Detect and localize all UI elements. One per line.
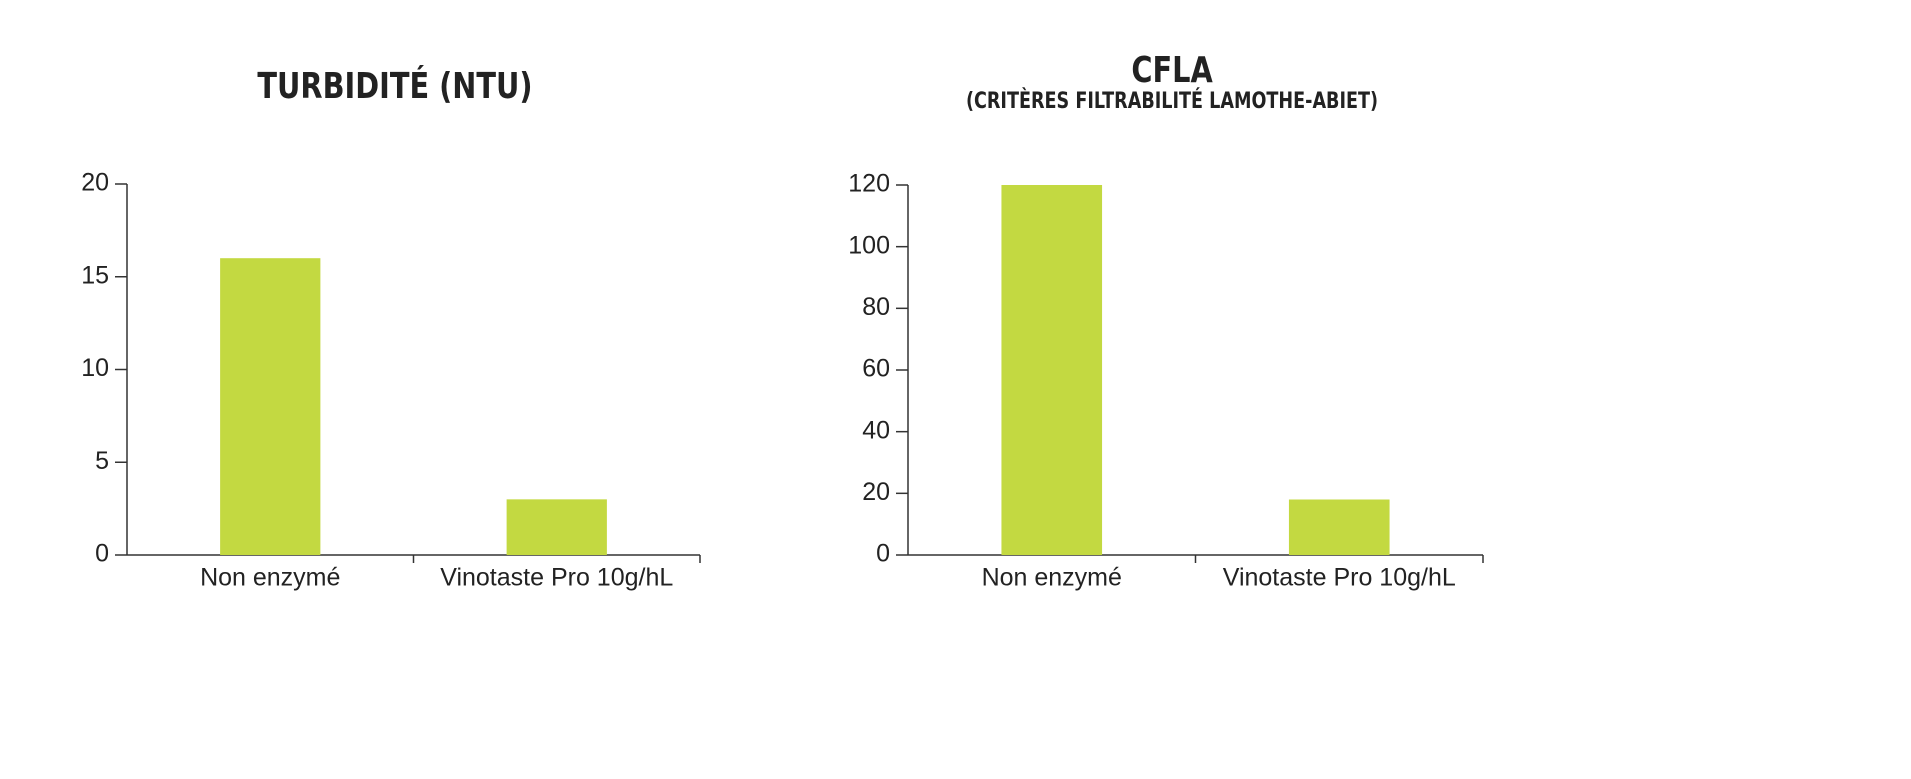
bar (506, 499, 607, 555)
y-tick-label: 0 (95, 540, 109, 568)
y-tick-label: 5 (95, 447, 109, 475)
y-tick-label: 10 (81, 354, 109, 382)
bar (220, 258, 321, 555)
x-tick-label: Non enzymé (982, 564, 1122, 592)
y-tick-label: 40 (862, 416, 890, 444)
x-tick-label: Vinotaste Pro 10g/hL (440, 564, 673, 592)
y-tick-label: 60 (862, 355, 890, 383)
x-tick-label: Vinotaste Pro 10g/hL (1223, 564, 1456, 592)
y-tick-label: 120 (848, 170, 890, 198)
chart-title: CFLA (1131, 49, 1213, 91)
chart-subtitle: (CRITÈRES FILTRABILITÉ LAMOTHE-ABIET) (966, 88, 1378, 113)
y-tick-label: 0 (876, 540, 890, 568)
y-tick-label: 100 (848, 231, 890, 259)
y-tick-label: 20 (81, 169, 109, 197)
bar (1288, 499, 1390, 555)
x-tick-label: Non enzymé (200, 564, 340, 592)
y-tick-label: 15 (81, 261, 109, 289)
y-tick-label: 80 (862, 293, 890, 321)
y-tick-label: 20 (862, 478, 890, 506)
chart-title: TURBIDITÉ (NTU) (257, 65, 532, 107)
bar (1001, 185, 1103, 555)
